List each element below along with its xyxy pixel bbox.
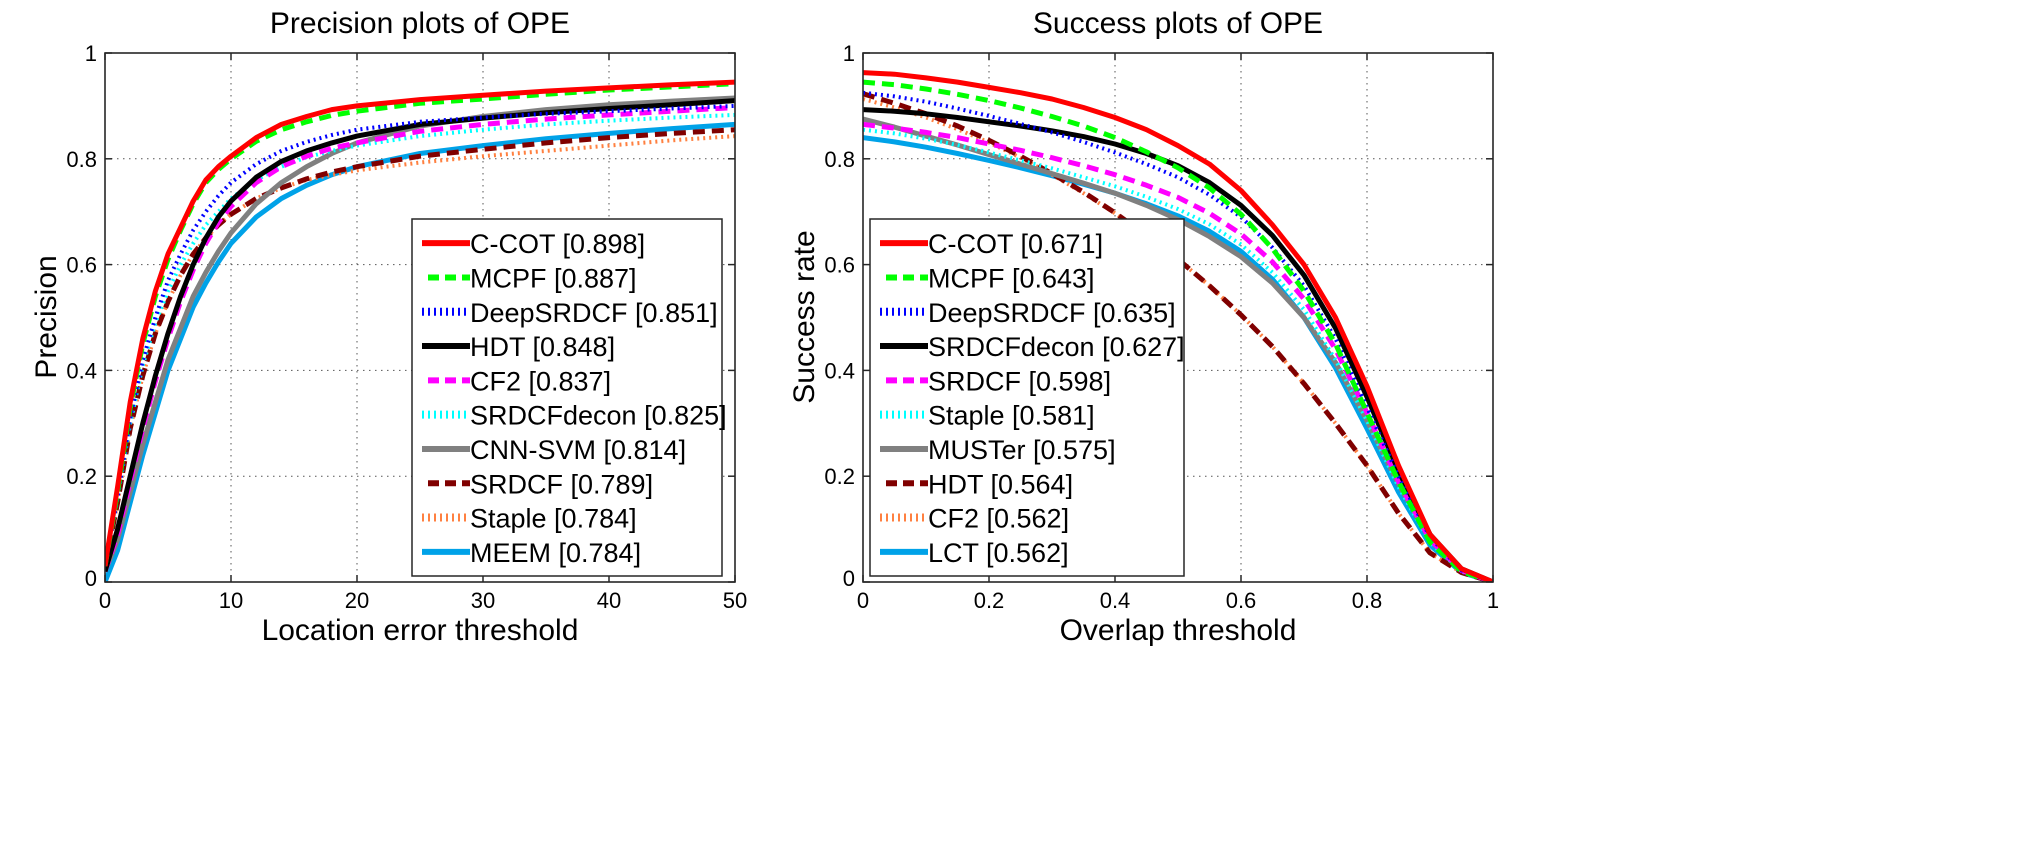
series-line-srdcf xyxy=(105,127,735,567)
legend-label: LCT [0.562] xyxy=(928,538,1069,568)
legend-item: SRDCF [0.789] xyxy=(428,469,653,499)
legend-label: C-COT [0.671] xyxy=(928,229,1103,259)
axes-box xyxy=(104,52,736,583)
legend-item: DeepSRDCF [0.635] xyxy=(880,298,1176,328)
curves xyxy=(105,79,735,582)
y-tick-label: 0 xyxy=(843,566,855,591)
y-tick-label: 0 xyxy=(85,566,97,591)
legend-item: MCPF [0.887] xyxy=(428,263,637,293)
legend-label: C-COT [0.898] xyxy=(470,229,645,259)
legend-label: CF2 [0.562] xyxy=(928,504,1069,534)
y-tick-label: 0.4 xyxy=(66,358,97,383)
x-tick-label: 1 xyxy=(1487,588,1499,613)
legend-label: CNN-SVM [0.814] xyxy=(470,435,686,465)
x-tick-label: 20 xyxy=(345,588,369,613)
chart-title: Precision plots of OPE xyxy=(270,7,570,40)
x-tick-label: 0 xyxy=(99,588,111,613)
series-line-c-cot xyxy=(105,79,735,567)
y-tick-label: 0.2 xyxy=(66,464,97,489)
legend-item: SRDCF [0.598] xyxy=(886,366,1111,396)
legend-label: DeepSRDCF [0.851] xyxy=(470,298,718,328)
legend-item: CF2 [0.562] xyxy=(880,504,1069,534)
series-line-c-cot xyxy=(863,70,1493,582)
y-tick-label: 1 xyxy=(85,41,97,66)
legend-label: SRDCFdecon [0.627] xyxy=(928,332,1185,362)
series-line-mcpf xyxy=(863,79,1493,582)
legend-label: SRDCF [0.598] xyxy=(928,366,1111,396)
legend-item: C-COT [0.898] xyxy=(422,229,645,259)
x-tick-label: 40 xyxy=(597,588,621,613)
legend-item: HDT [0.564] xyxy=(886,469,1073,499)
y-tick-labels: 0 0.2 0.4 0.6 0.8 1 xyxy=(824,41,855,591)
precision-chart: Precision plots of OPE 0 10 20 30 40 50 00.20… xyxy=(30,7,747,647)
legend-label: HDT [0.564] xyxy=(928,469,1073,499)
axes-box xyxy=(862,52,1494,583)
x-axis-label: Location error threshold xyxy=(262,614,579,647)
series-line-hdt xyxy=(105,98,735,573)
success-chart: Success plots of OPE 0 0.2 0.4 0.6 0.8 1 0 0.2… xyxy=(788,7,1499,647)
legend-label: SRDCFdecon [0.825] xyxy=(470,401,727,431)
legend-item: C-COT [0.671] xyxy=(880,229,1103,259)
y-axis-label: Precision xyxy=(30,255,63,378)
x-tick-labels: 0 0.2 0.4 0.6 0.8 1 xyxy=(857,588,1499,613)
x-tick-label: 10 xyxy=(219,588,243,613)
legend-item: MEEM [0.784] xyxy=(422,538,641,568)
x-tick-label: 0.4 xyxy=(1100,588,1131,613)
x-tick-label: 50 xyxy=(723,588,747,613)
y-tick-label: 1 xyxy=(843,41,855,66)
legend-label: MCPF [0.887] xyxy=(470,263,637,293)
legend-label: MEEM [0.784] xyxy=(470,538,641,568)
y-tick-label: 0.4 xyxy=(824,358,855,383)
legend-item: CNN-SVM [0.814] xyxy=(422,435,686,465)
x-tick-label: 0.8 xyxy=(1352,588,1383,613)
series-line-lct xyxy=(863,135,1493,582)
y-tick-label: 0.6 xyxy=(824,253,855,278)
legend-label: MUSTer [0.575] xyxy=(928,435,1116,465)
x-tick-labels: 0 10 20 30 40 50 xyxy=(99,588,747,613)
legend-label: Staple [0.581] xyxy=(928,401,1095,431)
legend-item: MCPF [0.643] xyxy=(886,263,1095,293)
legend-label: MCPF [0.643] xyxy=(928,263,1095,293)
y-tick-label: 0.8 xyxy=(66,147,97,172)
y-tick-label: 0.6 xyxy=(66,253,97,278)
y-tick-label: 0.2 xyxy=(824,464,855,489)
legend-label: DeepSRDCF [0.635] xyxy=(928,298,1176,328)
legend-item: SRDCFdecon [0.825] xyxy=(422,401,727,431)
series-line-staple xyxy=(863,127,1493,582)
legend-item: Staple [0.784] xyxy=(422,504,637,534)
legend-item: HDT [0.848] xyxy=(422,332,615,362)
legend-item: SRDCFdecon [0.627] xyxy=(880,332,1185,362)
legend: C-COT [0.671] MCPF [0.643] DeepSRDCF [0.63… xyxy=(869,218,1185,577)
x-tick-label: 30 xyxy=(471,588,495,613)
legend-item: CF2 [0.837] xyxy=(428,366,611,396)
legend-label: HDT [0.848] xyxy=(470,332,615,362)
x-tick-label: 0.2 xyxy=(974,588,1005,613)
legend-item: Staple [0.581] xyxy=(880,401,1095,431)
y-tick-label: 0.8 xyxy=(824,147,855,172)
y-tick-labels: 0 0.2 0.4 0.6 0.8 1 xyxy=(66,41,97,591)
legend-label: SRDCF [0.789] xyxy=(470,469,653,499)
legend: C-COT [0.898] MCPF [0.887] DeepSRDCF [0.85… xyxy=(411,218,727,577)
legend-label: Staple [0.784] xyxy=(470,504,637,534)
series-group xyxy=(105,79,735,582)
series-line-meem xyxy=(105,121,735,582)
legend-item: DeepSRDCF [0.851] xyxy=(422,298,718,328)
y-axis-label: Success rate xyxy=(788,230,821,403)
x-axis-label: Overlap threshold xyxy=(1060,614,1297,647)
x-tick-label: 0 xyxy=(857,588,869,613)
legend-item: LCT [0.562] xyxy=(880,538,1069,568)
chart-title: Success plots of OPE xyxy=(1033,7,1323,40)
legend-label: CF2 [0.837] xyxy=(470,366,611,396)
x-tick-label: 0.6 xyxy=(1226,588,1257,613)
ticks xyxy=(104,52,736,583)
legend-item: MUSTer [0.575] xyxy=(880,435,1116,465)
